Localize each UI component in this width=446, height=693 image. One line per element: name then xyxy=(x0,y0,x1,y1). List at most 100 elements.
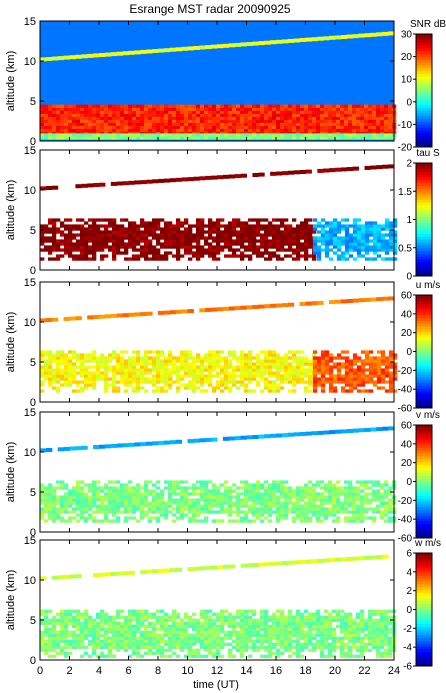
echo-cell xyxy=(332,389,338,393)
echo-cell xyxy=(40,374,45,378)
echo-cell xyxy=(60,136,65,140)
echo-cell xyxy=(344,245,350,249)
echo-cell xyxy=(124,636,129,640)
echo-cell xyxy=(180,133,185,137)
echo-cell xyxy=(68,116,73,120)
echo-cell xyxy=(272,501,277,505)
echo-cell xyxy=(176,110,181,114)
echo-cell xyxy=(260,113,265,117)
echo-cell xyxy=(240,254,245,258)
echo-cell xyxy=(156,110,161,114)
echo-cell xyxy=(276,131,281,135)
echo-cell xyxy=(204,242,209,246)
echo-cell xyxy=(360,365,366,369)
echo-cell xyxy=(148,350,153,354)
echo-cell xyxy=(156,507,161,511)
echo-cell xyxy=(88,627,93,631)
echo-cell xyxy=(328,136,333,140)
echo-cell xyxy=(348,248,354,252)
echo-cell xyxy=(144,257,149,261)
echo-cell xyxy=(208,359,213,363)
echo-cell xyxy=(248,377,253,381)
echo-cell xyxy=(336,119,341,123)
layer-cell xyxy=(122,181,129,186)
echo-cell xyxy=(356,122,361,126)
echo-cell xyxy=(340,350,346,354)
echo-cell xyxy=(240,133,245,137)
echo-cell xyxy=(64,133,69,137)
layer-cell xyxy=(193,176,200,181)
echo-cell xyxy=(392,251,398,255)
echo-cell xyxy=(88,486,93,490)
echo-cell xyxy=(224,356,229,360)
echo-cell xyxy=(256,356,261,360)
echo-cell xyxy=(208,374,213,378)
echo-cell xyxy=(336,248,342,252)
colorbar-segment xyxy=(416,222,432,226)
echo-cell xyxy=(256,507,261,511)
layer-cell xyxy=(181,177,188,182)
echo-cell xyxy=(328,125,333,129)
echo-cell xyxy=(296,489,301,493)
echo-cell xyxy=(108,621,113,625)
echo-cell xyxy=(44,495,49,499)
echo-cell xyxy=(264,128,269,132)
echo-cell xyxy=(60,612,65,616)
echo-cell xyxy=(296,133,301,137)
echo-cell xyxy=(112,116,117,120)
echo-cell xyxy=(312,110,317,114)
echo-cell xyxy=(64,383,69,387)
echo-cell xyxy=(248,227,253,231)
echo-cell xyxy=(132,642,137,646)
echo-cell xyxy=(268,489,273,493)
echo-cell xyxy=(128,257,133,261)
colorbar-tick-label: 0 xyxy=(406,477,412,488)
echo-cell xyxy=(152,350,157,354)
echo-cell xyxy=(124,122,129,126)
echo-cell xyxy=(116,516,121,520)
echo-cell xyxy=(260,368,265,372)
layer-cell xyxy=(152,179,159,184)
echo-cell xyxy=(224,122,229,126)
echo-cell xyxy=(72,624,77,628)
echo-cell xyxy=(220,119,225,123)
echo-cell xyxy=(172,612,177,616)
echo-cell xyxy=(116,633,121,637)
echo-cell xyxy=(300,113,305,117)
echo-cell xyxy=(168,113,173,117)
echo-cell xyxy=(164,504,169,508)
layer-cell xyxy=(158,178,165,183)
echo-cell xyxy=(200,131,205,135)
colorbar-segment xyxy=(416,205,432,209)
echo-cell xyxy=(116,136,121,140)
echo-cell xyxy=(268,230,273,234)
echo-cell xyxy=(240,510,245,514)
echo-cell xyxy=(92,356,97,360)
echo-cell xyxy=(288,233,293,237)
echo-cell xyxy=(116,230,121,234)
echo-cell xyxy=(164,356,169,360)
echo-cell xyxy=(84,230,89,234)
echo-cell xyxy=(208,504,213,508)
echo-cell xyxy=(344,242,350,246)
echo-cell xyxy=(284,128,289,132)
echo-cell xyxy=(108,383,113,387)
echo-cell xyxy=(352,374,358,378)
echo-cell xyxy=(284,353,289,357)
echo-cell xyxy=(108,639,113,643)
echo-cell xyxy=(348,239,354,243)
echo-cell xyxy=(48,368,53,372)
echo-cell xyxy=(196,239,201,243)
echo-cell xyxy=(80,498,85,502)
echo-cell xyxy=(296,486,301,490)
echo-cell xyxy=(352,110,357,114)
echo-cell xyxy=(160,489,165,493)
echo-cell xyxy=(332,504,337,508)
echo-cell xyxy=(304,125,309,129)
echo-cell xyxy=(76,483,81,487)
echo-cell xyxy=(112,218,117,222)
echo-cell xyxy=(40,383,45,387)
echo-cell xyxy=(376,371,382,375)
echo-cell xyxy=(344,516,349,520)
echo-cell xyxy=(268,483,273,487)
